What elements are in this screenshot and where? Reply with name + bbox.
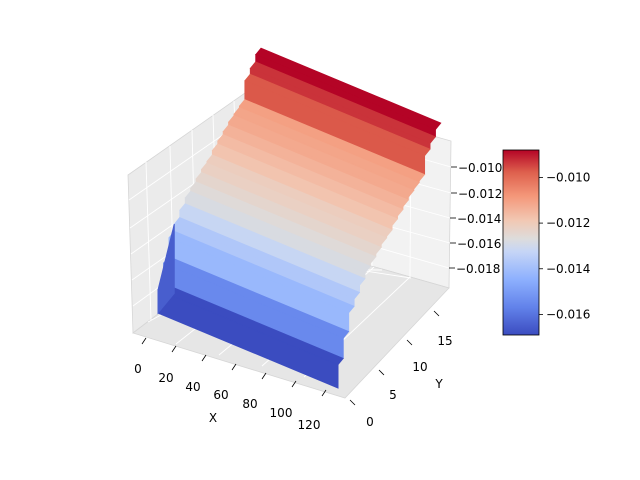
z-tick-label: −0.010 xyxy=(458,161,502,175)
z-tick-marks xyxy=(449,166,457,269)
x-tick-label: 0 xyxy=(134,362,142,376)
colorbar-tick-label: −0.010 xyxy=(546,170,590,184)
x-tick-label: 20 xyxy=(158,371,173,385)
x-tick-label: 120 xyxy=(298,418,321,432)
surface xyxy=(157,47,442,389)
x-axis: 0 20 40 60 80 100 120 X xyxy=(134,337,327,432)
z-tick-label: −0.016 xyxy=(457,237,501,251)
colorbar-tick-label: −0.016 xyxy=(546,307,590,321)
x-axis-label: X xyxy=(209,411,217,425)
x-tick-label: 60 xyxy=(213,388,228,402)
x-tick-label: 100 xyxy=(270,406,293,420)
colorbar-tick-label: −0.012 xyxy=(546,216,590,230)
y-tick-label: 10 xyxy=(412,360,427,374)
surface-side-face xyxy=(157,223,175,315)
x-tick-label: 40 xyxy=(185,380,200,394)
colorbar-gradient xyxy=(502,149,540,336)
colorbar: −0.010 −0.012 −0.014 −0.016 xyxy=(502,149,590,336)
colorbar-tick-label: −0.014 xyxy=(546,262,590,276)
y-tick-marks xyxy=(349,310,440,406)
x-tick-label: 80 xyxy=(242,397,257,411)
y-axis: 0 5 10 15 Y xyxy=(349,310,453,429)
z-tick-label: −0.014 xyxy=(457,212,501,226)
y-axis-label: Y xyxy=(434,377,443,391)
y-tick-label: 15 xyxy=(437,334,452,348)
z-tick-label: −0.018 xyxy=(456,262,500,276)
z-tick-label: −0.012 xyxy=(458,187,502,201)
y-tick-label: 0 xyxy=(366,415,374,429)
z-axis: −0.010 −0.012 −0.014 −0.016 −0.018 xyxy=(449,161,502,276)
colorbar-ticks: −0.010 −0.012 −0.014 −0.016 xyxy=(539,170,590,321)
y-tick-label: 5 xyxy=(389,388,397,402)
x-tick-marks xyxy=(141,337,327,397)
